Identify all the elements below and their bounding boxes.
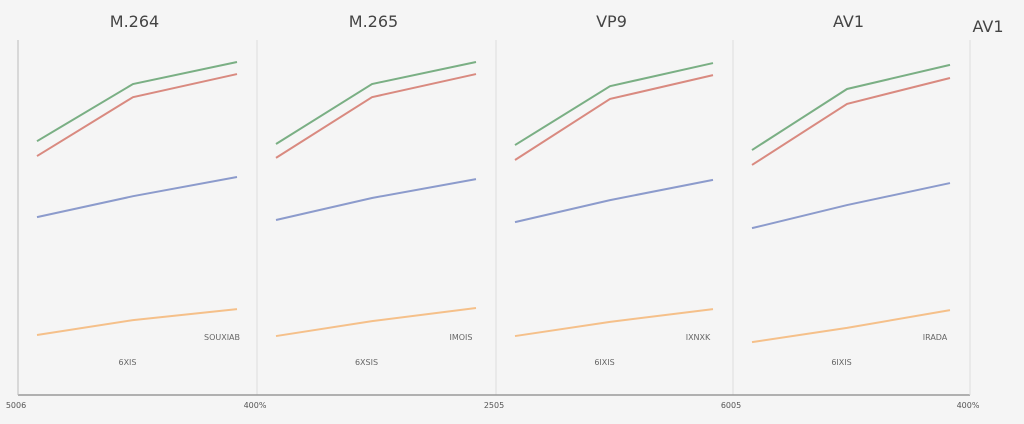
series-line-2	[751, 77, 951, 166]
series-line-2	[514, 74, 714, 161]
panel-label-right: IMOIS	[450, 333, 473, 342]
panel-title: VP9	[596, 12, 627, 31]
panel-label-right: IRADA	[923, 333, 948, 342]
panel-label-center: 6XIS	[118, 358, 136, 367]
series-line-3	[275, 178, 477, 221]
panel-1: M.264 SOUXIAB 6XIS	[36, 12, 240, 367]
series-line-3	[751, 182, 951, 230]
x-tick-label: 2505	[484, 401, 504, 410]
x-tick-label: 5006	[6, 401, 26, 410]
panel-label-center: 6XSIS	[355, 358, 378, 367]
panel-title: M.265	[349, 12, 398, 31]
series-line-3	[36, 176, 238, 219]
series-line-4	[514, 308, 714, 338]
panel-4: AV1 IRADA 6IXIS	[732, 12, 951, 395]
series-line-4	[36, 308, 238, 336]
series-line-1	[751, 63, 951, 151]
extra-label: AV1	[972, 17, 1003, 36]
series-line-4	[751, 309, 951, 344]
panel-title: AV1	[833, 12, 864, 31]
panel-label-center: 6IXIS	[831, 358, 851, 367]
series-line-1	[275, 61, 477, 145]
panel-3: VP9 IXNXK 6IXIS	[495, 12, 714, 395]
x-tick-label: 400%	[244, 401, 267, 410]
series-line-1	[514, 62, 714, 146]
series-line-3	[514, 178, 714, 224]
series-line-2	[275, 73, 477, 159]
panel-title: M.264	[110, 12, 159, 31]
series-line-1	[36, 61, 238, 143]
series-line-4	[275, 307, 477, 338]
panel-label-right: SOUXIAB	[204, 333, 240, 342]
series-line-2	[36, 73, 238, 157]
panel-label-center: 6IXIS	[594, 358, 614, 367]
panel-label-right: IXNXK	[686, 333, 711, 342]
panel-2: M.265 IMOIS 6XSIS	[256, 12, 477, 395]
x-tick-label: 6005	[721, 401, 741, 410]
x-tick-label: 400%	[957, 401, 980, 410]
